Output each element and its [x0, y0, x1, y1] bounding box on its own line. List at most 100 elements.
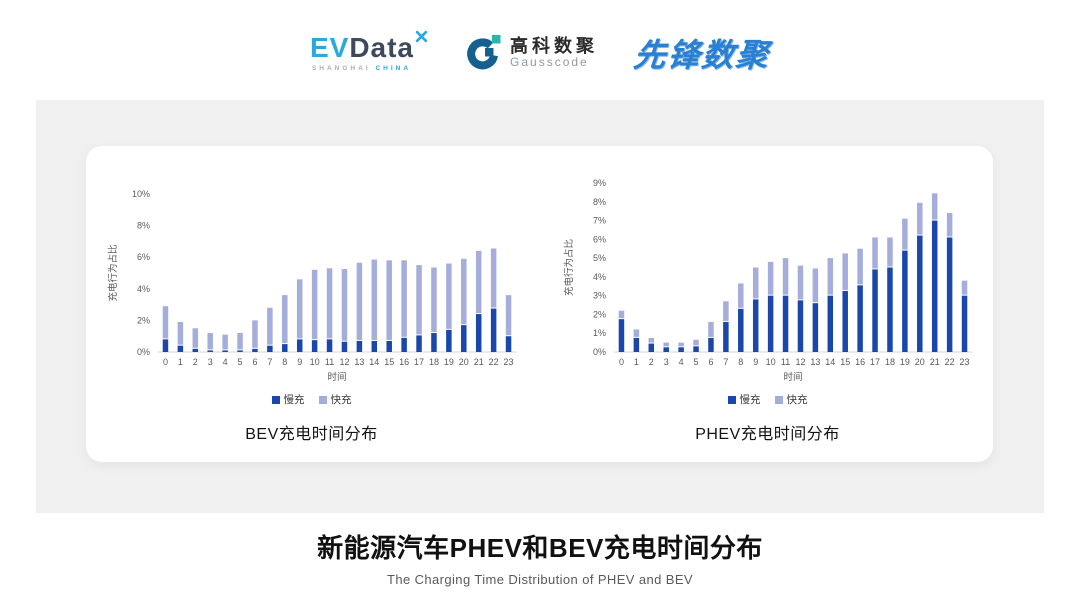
svg-text:2%: 2%: [592, 309, 605, 319]
gausscode-cn-text: 高科数聚: [510, 35, 599, 56]
svg-text:21: 21: [473, 357, 483, 367]
legend-item-slow-charge: 慢充: [271, 392, 305, 407]
svg-text:10%: 10%: [131, 189, 149, 199]
svg-text:10: 10: [309, 357, 319, 367]
svg-text:1%: 1%: [592, 328, 605, 338]
svg-text:3: 3: [207, 357, 212, 367]
fast-charge-label: 快充: [330, 394, 352, 406]
evdata-ev-text: EV: [309, 32, 350, 63]
svg-text:22: 22: [488, 357, 498, 367]
svg-text:8: 8: [738, 357, 743, 367]
svg-text:6%: 6%: [592, 234, 605, 244]
svg-text:6%: 6%: [136, 252, 149, 262]
svg-text:7: 7: [267, 357, 272, 367]
svg-text:17: 17: [870, 357, 880, 367]
svg-text:23: 23: [503, 357, 513, 367]
svg-text:4%: 4%: [136, 284, 149, 294]
svg-text:2: 2: [648, 357, 653, 367]
svg-text:19: 19: [443, 357, 453, 367]
evdata-data-text: Data: [349, 32, 415, 63]
svg-text:0: 0: [162, 357, 167, 367]
svg-text:15: 15: [840, 357, 850, 367]
svg-text:时间: 时间: [327, 371, 346, 383]
fast-charge-label: 快充: [786, 394, 808, 406]
bev-legend: 慢充 快充: [271, 392, 352, 407]
bev-chart-block: 0% 2% 4% 6% 8% 10% 充电行为占比 0 1 2 3 4 5 6 7 8 9 10 11 12 13 14 1…: [102, 172, 522, 462]
legend-item-slow-charge: 慢充: [727, 392, 761, 407]
evdata-shanghai-text: SHANGHAI: [311, 65, 371, 72]
slow-charge-label: 慢充: [739, 394, 761, 406]
svg-text:13: 13: [810, 357, 820, 367]
svg-text:8%: 8%: [592, 197, 605, 207]
svg-text:18: 18: [428, 357, 438, 367]
svg-text:10: 10: [765, 357, 775, 367]
svg-text:12: 12: [795, 357, 805, 367]
chart-panel-background: 0% 2% 4% 6% 8% 10% 充电行为占比 0 1 2 3 4 5 6 7 8 9 10 11 12 13 14 1…: [36, 100, 1044, 513]
fast-charge-swatch: [318, 395, 327, 404]
svg-text:4: 4: [678, 357, 683, 367]
svg-text:充电行为占比: 充电行为占比: [563, 239, 575, 296]
svg-text:1: 1: [633, 357, 638, 367]
evdata-logo: EV Data SHANGHAI CHINA: [309, 30, 428, 72]
svg-text:15: 15: [384, 357, 394, 367]
slow-charge-swatch: [727, 395, 736, 404]
svg-text:4: 4: [222, 357, 227, 367]
svg-text:17: 17: [414, 357, 424, 367]
svg-text:21: 21: [929, 357, 939, 367]
svg-text:0%: 0%: [592, 347, 605, 357]
svg-text:5%: 5%: [592, 253, 605, 263]
svg-text:20: 20: [914, 357, 924, 367]
svg-text:0: 0: [618, 357, 623, 367]
svg-text:14: 14: [369, 357, 379, 367]
svg-text:5: 5: [237, 357, 242, 367]
svg-text:9%: 9%: [592, 178, 605, 188]
svg-text:2: 2: [192, 357, 197, 367]
svg-text:3: 3: [663, 357, 668, 367]
svg-text:9: 9: [753, 357, 758, 367]
svg-text:0%: 0%: [136, 347, 149, 357]
legend-item-fast-charge: 快充: [318, 392, 352, 407]
gausscode-g-icon: [467, 35, 501, 70]
svg-text:18: 18: [884, 357, 894, 367]
svg-text:23: 23: [959, 357, 969, 367]
svg-text:时间: 时间: [783, 371, 802, 383]
svg-text:13: 13: [354, 357, 364, 367]
svg-text:6: 6: [708, 357, 713, 367]
svg-text:11: 11: [780, 357, 789, 367]
svg-text:14: 14: [825, 357, 835, 367]
legend-item-fast-charge: 快充: [774, 392, 808, 407]
fast-charge-swatch: [774, 395, 783, 404]
phev-chart-block: 0% 1% 2% 3% 4% 5% 6% 7% 8% 9% 充电行为占比 0 1 2 3 4 5 6 7 8 9 10 11…: [558, 172, 978, 462]
svg-text:12: 12: [339, 357, 349, 367]
chart-card: 0% 2% 4% 6% 8% 10% 充电行为占比 0 1 2 3 4 5 6 7 8 9 10 11 12 13 14 1…: [86, 146, 993, 462]
phev-legend: 慢充 快充: [727, 392, 808, 407]
svg-text:3%: 3%: [592, 291, 605, 301]
logo-bar: EV Data SHANGHAI CHINA 高科数聚 Gausscode 先锋数…: [0, 0, 1080, 100]
svg-text:8%: 8%: [136, 221, 149, 231]
svg-text:16: 16: [855, 357, 865, 367]
slow-charge-swatch: [271, 395, 280, 404]
svg-text:5: 5: [693, 357, 698, 367]
svg-text:19: 19: [899, 357, 909, 367]
svg-text:1: 1: [177, 357, 182, 367]
svg-text:2%: 2%: [136, 315, 149, 325]
phev-chart-title: PHEV充电时间分布: [695, 426, 840, 443]
evdata-china-text: CHINA: [375, 65, 412, 72]
footer-title-block: 新能源汽车PHEV和BEV充电时间分布 The Charging Time Di…: [0, 528, 1080, 587]
page-title: 新能源汽车PHEV和BEV充电时间分布: [317, 533, 763, 563]
svg-text:9: 9: [297, 357, 302, 367]
svg-text:16: 16: [399, 357, 409, 367]
svg-text:充电行为占比: 充电行为占比: [107, 244, 119, 301]
bev-chart-title: BEV充电时间分布: [245, 426, 378, 443]
evdata-propeller-icon: [415, 30, 428, 43]
svg-text:7: 7: [723, 357, 728, 367]
svg-text:20: 20: [458, 357, 468, 367]
svg-text:7%: 7%: [592, 216, 605, 226]
svg-text:11: 11: [324, 357, 333, 367]
svg-text:8: 8: [282, 357, 287, 367]
svg-text:4%: 4%: [592, 272, 605, 282]
gausscode-logo: 高科数聚 Gausscode: [464, 33, 598, 73]
page-subtitle: The Charging Time Distribution of PHEV a…: [387, 572, 693, 587]
